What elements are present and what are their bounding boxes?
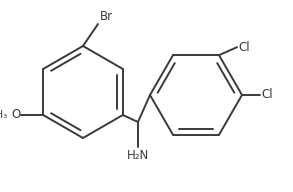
Text: Cl: Cl [238, 41, 250, 54]
Text: O: O [11, 108, 20, 122]
Text: CH₃: CH₃ [0, 110, 7, 120]
Text: Cl: Cl [261, 89, 272, 102]
Text: H₂N: H₂N [127, 149, 149, 162]
Text: Br: Br [100, 10, 113, 23]
